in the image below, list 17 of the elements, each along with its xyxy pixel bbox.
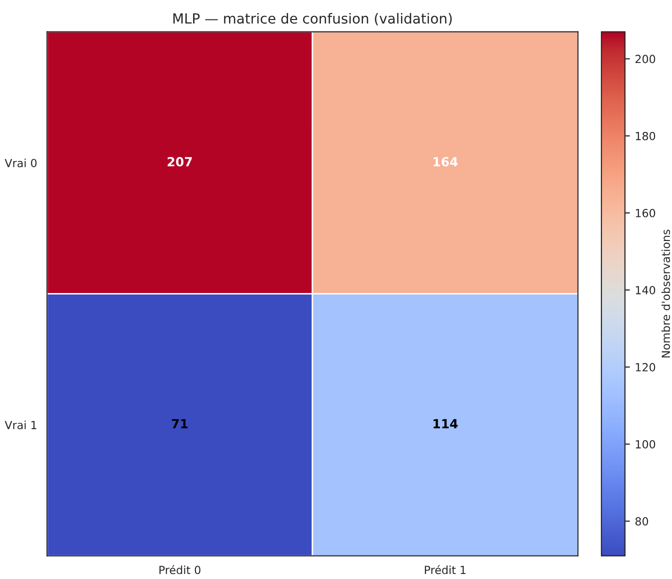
color-bar-label: 160 [636, 208, 656, 218]
y-tick-label: Vrai 0 [4, 158, 37, 168]
x-tick-label: Prédit 1 [424, 565, 466, 574]
data-label: 164 [434, 157, 458, 166]
y-tick-label: Vrai 1 [4, 420, 36, 430]
color-bar-label: 100 [636, 440, 656, 448]
color-bar-label: 180 [636, 132, 656, 140]
color-bar-label: 80 [635, 517, 648, 526]
color-bar-label: 120 [636, 363, 656, 372]
color-bar-label: 140 [636, 286, 656, 294]
x-tick-label: Prédit 0 [159, 565, 200, 574]
data-label: 114 [434, 419, 458, 428]
color-bar-label: 200 [635, 54, 656, 64]
color-bar-title: Nombre d'observations [661, 230, 670, 358]
data-label: 71 [172, 419, 188, 428]
data-label: 207 [168, 157, 192, 166]
chart-title: MLP — matrice de confusion (validation) [173, 12, 452, 26]
